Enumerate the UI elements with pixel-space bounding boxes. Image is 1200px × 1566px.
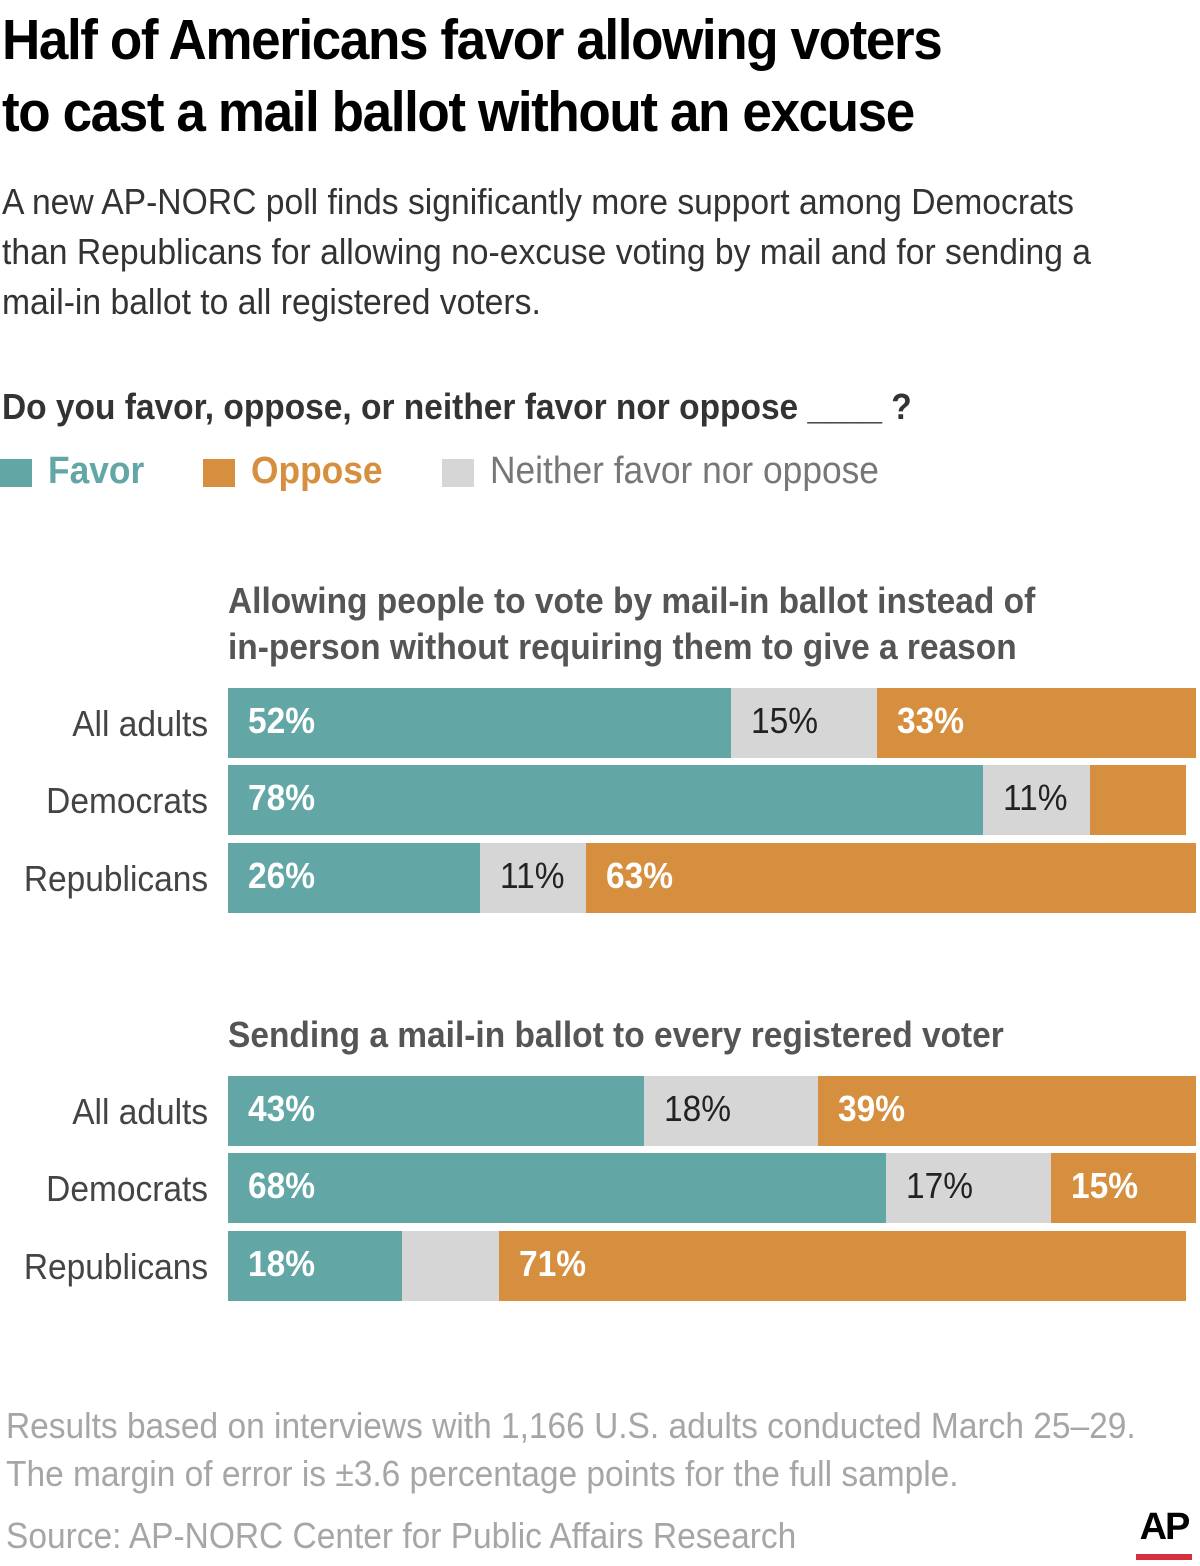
panel-1-bar-republicans-segment-oppose: 63% xyxy=(586,843,1196,913)
chart-title: Half of Americans favor allowing voters … xyxy=(2,4,1109,148)
panel-1-bar-democrats-segment-oppose xyxy=(1089,765,1187,835)
panel-1-bar-all-adults-segment-neither: 15% xyxy=(731,688,877,758)
legend: Favor Oppose Neither favor nor oppose xyxy=(0,448,1200,498)
panel-2-bar-republicans-segment-favor: 18% xyxy=(228,1231,403,1301)
panel-2-bar-all-adults-segment-favor: 43% xyxy=(228,1076,645,1146)
panel-1-row-label-republicans: Republicans xyxy=(23,858,208,899)
panel-2-title: Sending a mail-in ballot to every regist… xyxy=(228,1012,1004,1058)
panel-1-bar-republicans-value-label-oppose: 63% xyxy=(606,855,674,896)
panel-2-row-label-democrats: Democrats xyxy=(46,1168,208,1209)
panel-1-bar-democrats-value-label-neither: 11% xyxy=(1003,777,1068,818)
panel-1-title-line-1: Allowing people to vote by mail-in ballo… xyxy=(228,580,1036,621)
panel-1-bar-all-adults-segment-favor: 52% xyxy=(228,688,732,758)
chart-title-line-2: to cast a mail ballot without an excuse xyxy=(2,80,915,144)
panel-2-bar-democrats-segment-oppose: 15% xyxy=(1050,1153,1196,1223)
ap-logo: AP xyxy=(1136,1506,1192,1562)
panel-2-bar-democrats-value-label-neither: 17% xyxy=(906,1165,974,1206)
legend-swatch-oppose xyxy=(203,459,235,487)
survey-question: Do you favor, oppose, or neither favor n… xyxy=(2,386,912,427)
chart-subtitle: A new AP-NORC poll finds significantly m… xyxy=(2,177,1143,327)
panel-2-bar-republicans-value-label-favor: 18% xyxy=(248,1243,316,1284)
panel-2-bar-republicans-segment-oppose: 71% xyxy=(499,1231,1187,1301)
legend-swatch-favor xyxy=(0,459,32,487)
ap-logo-accent-bar xyxy=(1136,1554,1192,1560)
panel-2-bar-all-adults-value-label-oppose: 39% xyxy=(838,1088,906,1129)
panel-2-bar-all-adults-value-label-favor: 43% xyxy=(248,1088,316,1129)
panel-1-bar-all-adults-value-label-neither: 15% xyxy=(751,700,819,741)
methodology-note-line-1: Results based on interviews with 1,166 U… xyxy=(6,1405,1136,1446)
subtitle-line-2: than Republicans for allowing no-excuse … xyxy=(2,231,1091,272)
panel-1-bar-republicans-value-label-neither: 11% xyxy=(499,855,565,896)
panel-2-bar-democrats-value-label-favor: 68% xyxy=(248,1165,316,1206)
chart-title-line-1: Half of Americans favor allowing voters xyxy=(2,8,943,72)
panel-2-bar-republicans-segment-neither xyxy=(402,1231,500,1301)
panel-2-bar-republicans-value-label-oppose: 71% xyxy=(519,1243,587,1284)
panel-1-title-line-2: in-person without requiring them to give… xyxy=(228,626,1017,667)
panel-1-row-label-all-adults: All adults xyxy=(72,703,208,744)
panel-1-bar-democrats-value-label-favor: 78% xyxy=(248,777,316,818)
panel-2-title-line-1: Sending a mail-in ballot to every regist… xyxy=(228,1014,1004,1055)
ap-logo-text: AP xyxy=(1139,1506,1191,1548)
panel-2-bar-democrats-segment-favor: 68% xyxy=(228,1153,887,1223)
legend-swatch-neither xyxy=(442,459,474,487)
panel-2-row-label-republicans: Republicans xyxy=(23,1246,208,1287)
methodology-note-line-2: The margin of error is ±3.6 percentage p… xyxy=(6,1453,959,1494)
source-note: Source: AP-NORC Center for Public Affair… xyxy=(6,1515,797,1556)
panel-1-bar-all-adults-segment-oppose: 33% xyxy=(876,688,1196,758)
panel-1-bar-republicans-value-label-favor: 26% xyxy=(248,855,316,896)
panel-1-bar-republicans-segment-neither: 11% xyxy=(479,843,587,913)
panel-1-bar-democrats-segment-favor: 78% xyxy=(228,765,984,835)
panel-1-row-label-democrats: Democrats xyxy=(46,780,208,821)
panel-1-bar-all-adults-value-label-favor: 52% xyxy=(248,700,316,741)
panel-2-bar-all-adults-segment-oppose: 39% xyxy=(818,1076,1196,1146)
panel-2-bar-all-adults-value-label-neither: 18% xyxy=(664,1088,732,1129)
subtitle-line-1: A new AP-NORC poll finds significantly m… xyxy=(2,181,1074,222)
panel-1-title: Allowing people to vote by mail-in ballo… xyxy=(228,578,1035,670)
panel-1-bar-all-adults-value-label-oppose: 33% xyxy=(896,700,964,741)
legend-label-oppose: Oppose xyxy=(251,450,383,492)
legend-label-neither: Neither favor nor oppose xyxy=(490,450,879,492)
panel-2-bar-democrats-segment-neither: 17% xyxy=(886,1153,1051,1223)
subtitle-line-3: mail-in ballot to all registered voters. xyxy=(2,281,541,322)
panel-2-bar-all-adults-segment-neither: 18% xyxy=(644,1076,819,1146)
legend-label-favor: Favor xyxy=(48,450,145,492)
panel-2-row-label-all-adults: All adults xyxy=(72,1091,208,1132)
panel-1-bar-democrats-segment-neither: 11% xyxy=(983,765,1090,835)
panel-1-bar-republicans-segment-favor: 26% xyxy=(228,843,480,913)
panel-2-bar-democrats-value-label-oppose: 15% xyxy=(1070,1165,1138,1206)
methodology-note: Results based on interviews with 1,166 U… xyxy=(6,1402,1136,1498)
